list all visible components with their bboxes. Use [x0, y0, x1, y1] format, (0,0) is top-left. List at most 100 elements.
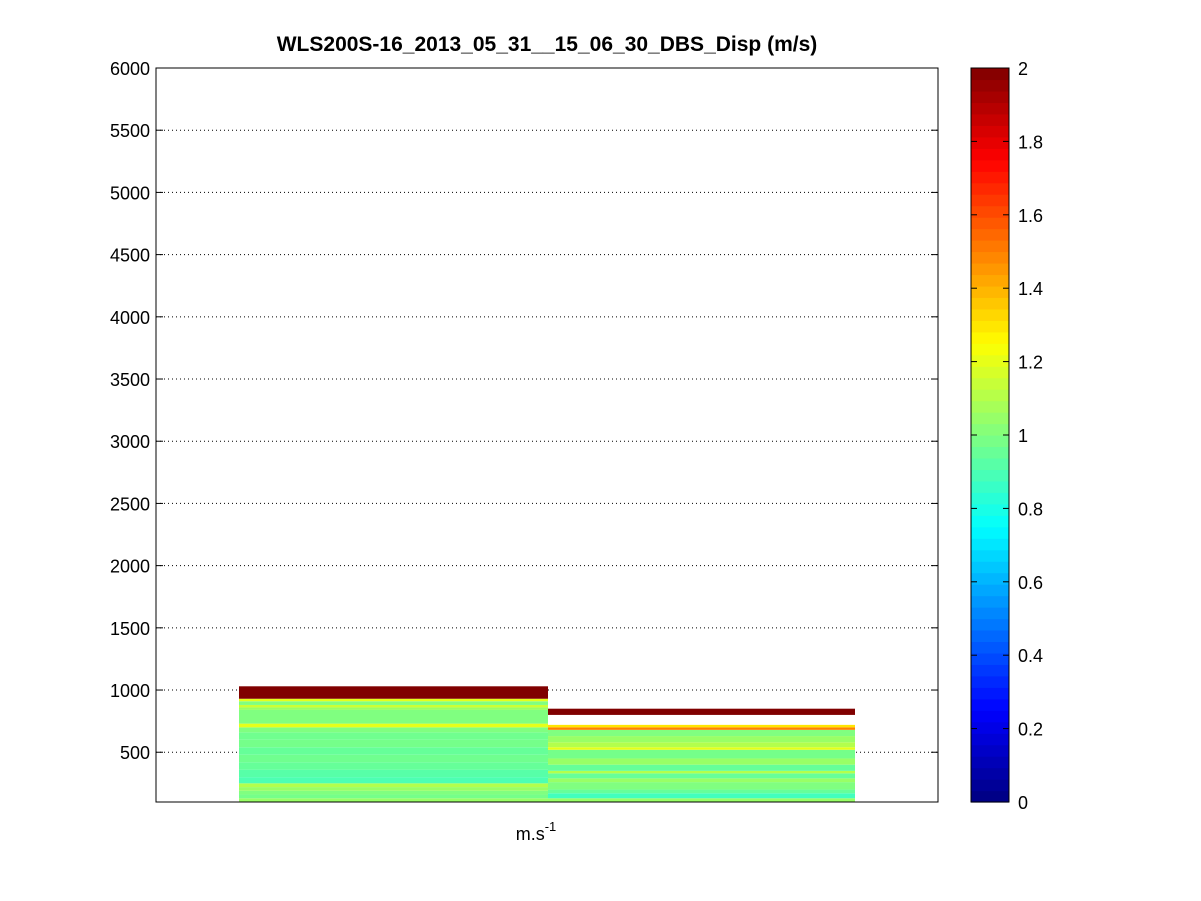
- heatmap-cell: [239, 769, 548, 778]
- colorbar-band: [971, 480, 1009, 493]
- colorbar-band: [971, 205, 1009, 218]
- colorbar: 0 0.2 0.4 0.6 0.8 1 1.2 1.4 1.6 1.8 2: [970, 59, 1043, 813]
- heatmap-cells: [239, 686, 855, 802]
- colorbar-tick-label: 1: [1018, 426, 1028, 446]
- heatmap-cell: [548, 778, 855, 783]
- heatmap-cell: [239, 701, 548, 705]
- colorbar-tick-label: 0.8: [1018, 499, 1043, 519]
- colorbar-band: [971, 572, 1009, 585]
- colorbar-band: [971, 90, 1009, 104]
- y-tick-label: 4000: [110, 308, 150, 328]
- heatmap-cell: [239, 762, 548, 770]
- colorbar-band: [971, 446, 1009, 459]
- colorbar-band: [971, 698, 1009, 711]
- heatmap-cell: [239, 723, 548, 728]
- colorbar-band: [971, 182, 1009, 195]
- heatmap-cell: [548, 727, 855, 730]
- colorbar-tick-label: 0.4: [1018, 646, 1043, 666]
- heatmap-cell: [548, 789, 855, 794]
- colorbar-band: [971, 779, 1009, 792]
- y-tick-label: 3000: [110, 432, 150, 452]
- colorbar-band: [971, 457, 1009, 471]
- colorbar-band: [971, 228, 1009, 241]
- heatmap-cell: [239, 777, 548, 784]
- colorbar-band: [971, 331, 1009, 344]
- colorbar-band: [971, 251, 1009, 264]
- heatmap-cell: [548, 770, 855, 774]
- heatmap-cell: [548, 764, 855, 771]
- plot-frame: [155, 67, 939, 803]
- heatmap-cell: [548, 747, 855, 750]
- heatmap-cell: [239, 698, 548, 702]
- colorbar-tick-label: 1.2: [1018, 353, 1043, 373]
- colorbar-band: [971, 240, 1009, 253]
- colorbar-band: [971, 492, 1009, 505]
- heatmap-cell: [548, 724, 855, 728]
- y-tick-label: 5500: [110, 121, 150, 141]
- heatmap-cell: [239, 790, 548, 795]
- heatmap-cell: [239, 739, 548, 748]
- colorbar-tick-label: 1.8: [1018, 132, 1043, 152]
- colorbar-band: [971, 675, 1009, 688]
- colorbar-band: [971, 102, 1009, 115]
- colorbar-band: [971, 629, 1009, 643]
- colorbar-band: [971, 710, 1009, 723]
- colorbar-ticks: 0 0.2 0.4 0.6 0.8 1 1.2 1.4 1.6 1.8 2: [971, 59, 1043, 813]
- colorbar-band: [971, 664, 1009, 677]
- heatmap-cell: [548, 749, 855, 759]
- colorbar-band: [971, 607, 1009, 620]
- heatmap-cell: [239, 732, 548, 740]
- colorbar-band: [971, 194, 1009, 207]
- colorbar-band: [971, 538, 1009, 551]
- colorbar-band: [971, 595, 1009, 608]
- colorbar-band: [971, 767, 1009, 780]
- colorbar-bands: [971, 68, 1009, 803]
- colorbar-band: [971, 423, 1009, 436]
- colorbar-band: [971, 343, 1009, 356]
- colorbar-band: [971, 400, 1009, 413]
- heatmap-cell: [239, 754, 548, 763]
- y-tick-label: 1000: [110, 681, 150, 701]
- colorbar-band: [971, 503, 1009, 516]
- heatmap-cell: [548, 793, 855, 799]
- colorbar-band: [971, 308, 1009, 321]
- colorbar-band: [971, 652, 1009, 665]
- y-axis-ticks: 500 1000 1500 2000 2500 3000 3500 4000 4500 5000 5…: [110, 59, 938, 763]
- colorbar-band: [971, 262, 1009, 276]
- colorbar-tick-label: 1.4: [1018, 279, 1043, 299]
- colorbar-tick-label: 2: [1018, 59, 1028, 79]
- heatmap-cell: [548, 782, 855, 790]
- y-tick-label: 2000: [110, 557, 150, 577]
- colorbar-band: [971, 721, 1009, 734]
- colorbar-band: [971, 618, 1009, 631]
- colorbar-band: [971, 217, 1009, 230]
- colorbar-band: [971, 377, 1009, 390]
- colorbar-band: [971, 469, 1009, 482]
- colorbar-band: [971, 389, 1009, 402]
- colorbar-band: [971, 171, 1009, 184]
- heatmap-cell: [239, 783, 548, 788]
- colorbar-band: [971, 412, 1009, 425]
- heatmap-cell: [548, 798, 855, 802]
- colorbar-tick-label: 0: [1018, 793, 1028, 813]
- colorbar-band: [971, 515, 1009, 528]
- colorbar-band: [971, 125, 1009, 138]
- heatmap-cell: [239, 798, 548, 802]
- colorbar-band: [971, 113, 1009, 126]
- heatmap-cell: [548, 729, 855, 737]
- colorbar-band: [971, 320, 1009, 333]
- heatmap-cell: [548, 758, 855, 765]
- colorbar-band: [971, 148, 1009, 161]
- heatmap-cell: [548, 742, 855, 748]
- heatmap-cell: [548, 736, 855, 743]
- y-tick-label: 3500: [110, 370, 150, 390]
- colorbar-band: [971, 68, 1009, 81]
- colorbar-band: [971, 641, 1009, 654]
- chart-title: WLS200S-16_2013_05_31__15_06_30_DBS_Disp…: [277, 33, 818, 56]
- heatmap-cell: [239, 686, 548, 699]
- x-axis-label: m.s-1: [516, 819, 557, 844]
- colorbar-band: [971, 526, 1009, 539]
- heatmap-cell: [548, 708, 855, 715]
- colorbar-band: [971, 549, 1009, 562]
